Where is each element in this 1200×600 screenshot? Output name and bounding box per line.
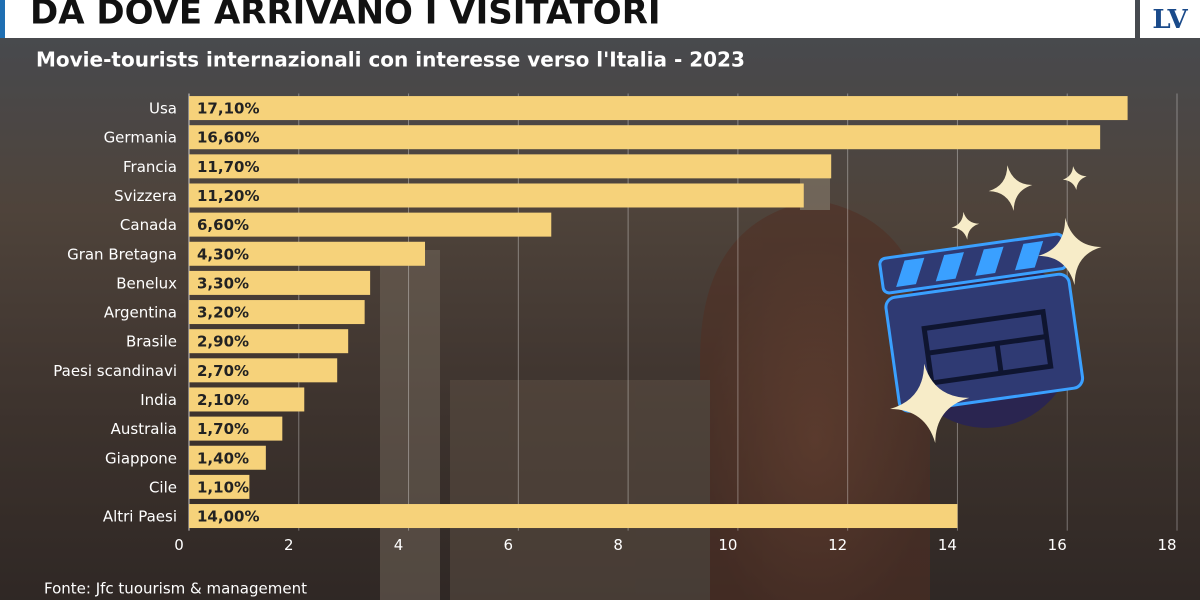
y-tick-label: Svizzera [114,187,177,205]
value-label: 2,90% [197,333,249,351]
bar [189,96,1128,121]
value-label: 16,60% [197,129,259,147]
y-tick-label: Gran Bretagna [67,245,177,263]
logo: LV [1152,5,1188,35]
source-note: Fonte: Jfc tuourism & management [44,580,307,598]
cathedral-silhouette [380,170,930,600]
chart-title: DA DOVE ARRIVANO I VISITATORI [30,0,661,33]
value-label: 11,20% [197,187,259,205]
bar [189,241,426,266]
bar [189,270,371,295]
y-tick-label: Paesi scandinavi [53,362,177,380]
y-tick-label: India [140,391,177,409]
y-tick-label: Brasile [126,333,177,351]
y-tick-label: Francia [123,158,177,176]
y-tick-label: Cile [149,478,177,496]
x-tick-label: 10 [718,536,737,554]
bar [189,504,958,529]
title-band [0,0,1135,38]
plot-area: 0 2 4 6 8 10 12 14 16 18 Usa 17,10% Germania 16,60% Fr… [53,93,1178,554]
x-tick-label: 4 [394,536,404,554]
bar [189,387,305,412]
y-tick-label: Altri Paesi [103,508,177,526]
y-tick-label: Benelux [116,274,177,292]
x-tick-label: 8 [613,536,623,554]
value-label: 2,10% [197,391,249,409]
clapperboard-illustration [878,165,1102,444]
x-tick-label: 12 [828,536,847,554]
bar [189,300,365,325]
bar [189,125,1101,150]
value-label: 17,10% [197,100,259,118]
bar [189,329,349,354]
value-label: 14,00% [197,508,259,526]
logo-box [1140,0,1200,38]
y-tick-label: Canada [120,216,177,234]
value-label: 1,10% [197,478,249,496]
x-tick-label: 18 [1157,536,1176,554]
value-label: 1,70% [197,420,249,438]
y-tick-label: Usa [149,100,177,118]
title-accent [0,0,5,38]
y-tick-label: Australia [111,420,177,438]
bar [189,183,804,208]
y-tick-label: Germania [104,129,177,147]
x-tick-label: 2 [284,536,294,554]
value-label: 6,60% [197,216,249,234]
chart-subtitle: Movie-tourists internazionali con intere… [36,48,745,72]
value-label: 4,30% [197,245,249,263]
value-label: 1,40% [197,449,249,467]
bar [189,154,832,179]
value-label: 3,20% [197,304,249,322]
bar [189,474,250,499]
x-tick-label: 16 [1048,536,1067,554]
y-tick-label: Giappone [105,449,177,467]
x-tick-label: 0 [174,536,184,554]
bar [189,445,266,470]
y-tick-label: Argentina [104,304,177,322]
x-tick-label: 14 [938,536,957,554]
x-tick-label: 6 [504,536,514,554]
bar [189,212,552,237]
value-label: 11,70% [197,158,259,176]
bar [189,416,283,441]
bar [189,358,338,383]
value-label: 2,70% [197,362,249,380]
value-label: 3,30% [197,274,249,292]
